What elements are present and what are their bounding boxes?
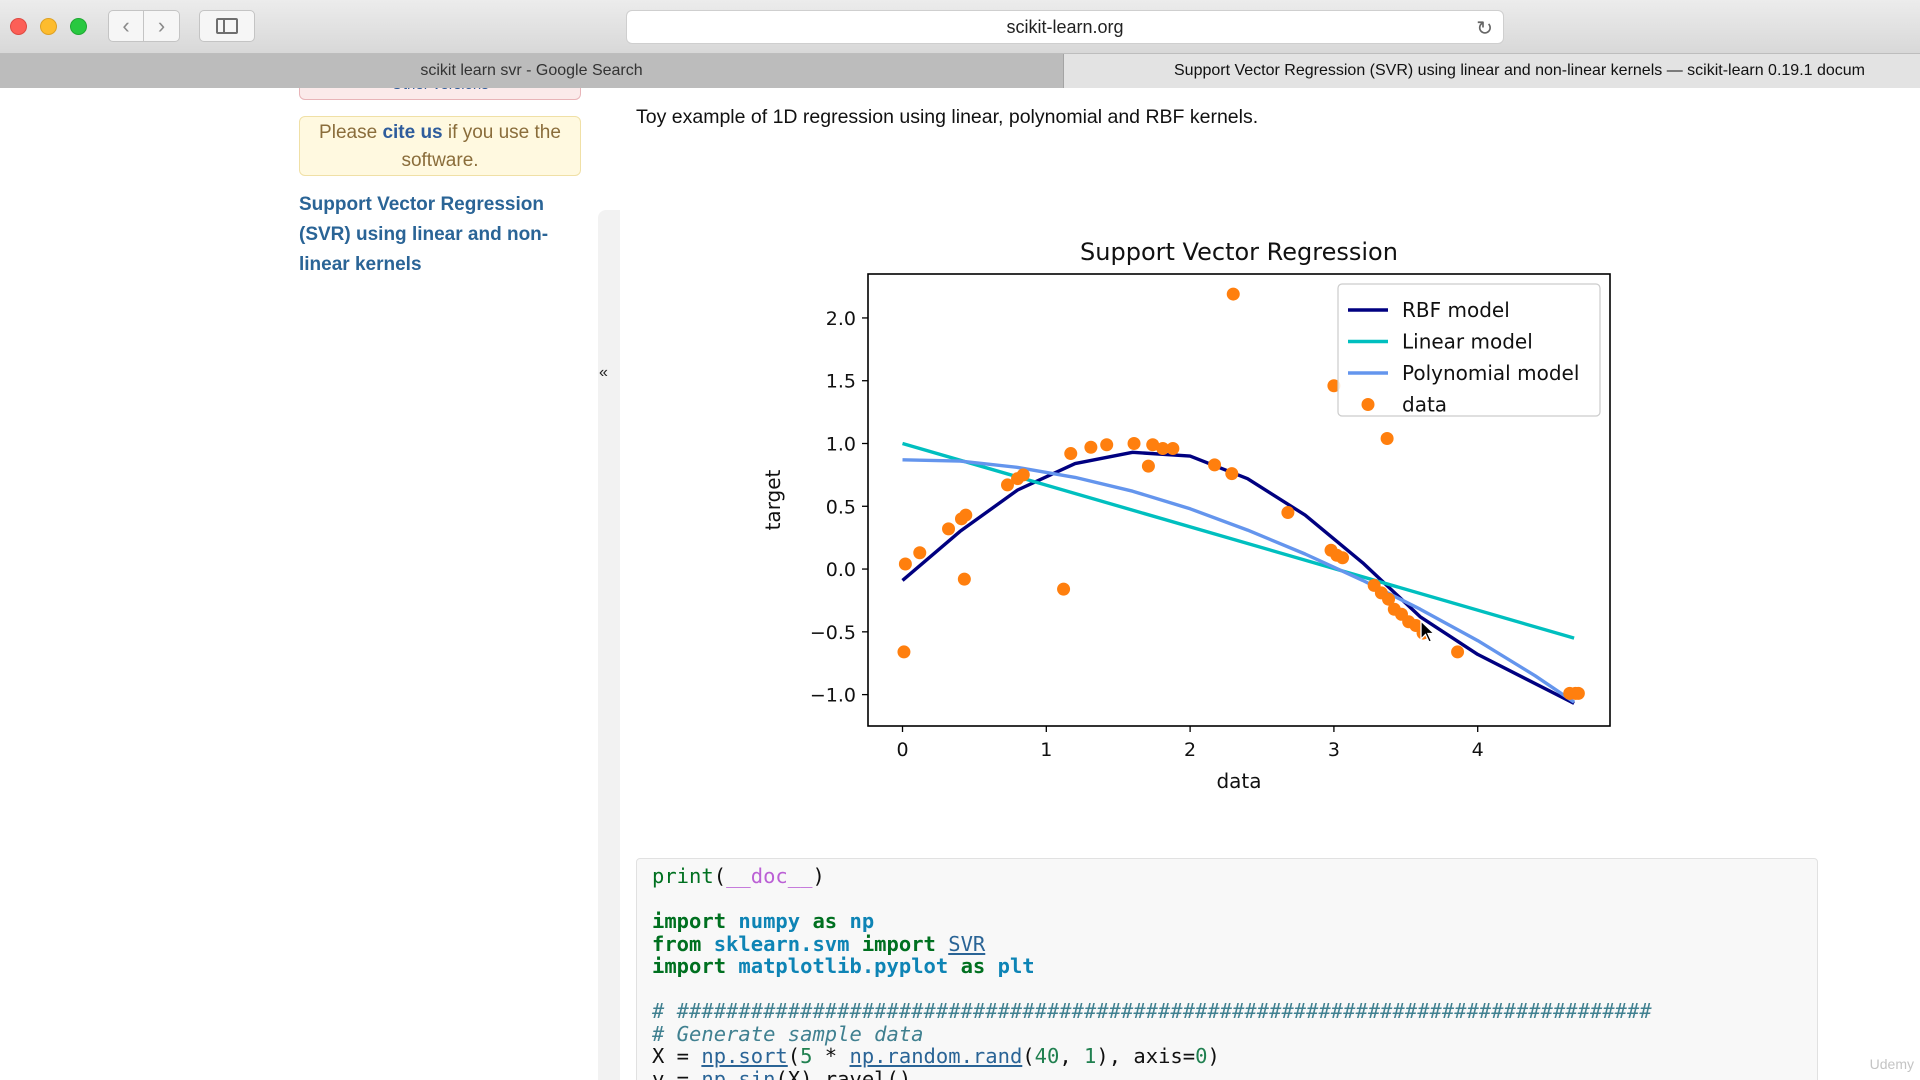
code-line-1: print(__doc__) [652,864,825,888]
code-line-4: from sklearn.svm import SVR [652,931,986,956]
other-versions-button[interactable]: Other versions [299,88,581,100]
x-tick-label-4: 4 [1472,739,1484,761]
sidebar-collapse-bar[interactable] [598,210,620,1080]
sidebar-icon [216,18,238,34]
data-point-36 [1451,645,1465,659]
plot-frame [867,273,1611,727]
zoom-window-button[interactable] [70,18,87,35]
x-tick-label-0: 0 [896,739,908,761]
x-tick-label-1: 1 [1040,739,1052,761]
data-point-22 [1281,506,1295,520]
back-button[interactable]: ‹ [108,10,144,42]
y-tick-label-0: −1.0 [810,685,856,707]
legend-label-rbf-model: RBF model [1402,298,1510,322]
code-line-3: import numpy as np [652,909,875,933]
data-point-3 [942,522,956,536]
svr-chart: Support Vector Regression 0 1 2 3 4 −1.0 −0.5 0.… [761,238,1611,793]
url-text: scikit-learn.org [1006,16,1124,37]
y-tick-label-3: 0.5 [826,496,856,518]
udemy-watermark: Udemy [1869,1056,1914,1072]
data-point-34 [1380,431,1394,445]
data-point-14 [1127,437,1141,450]
chart-title: Support Vector Regression [1080,238,1398,266]
data-point-0 [897,645,911,659]
code-line-7: # ######################################… [652,999,1652,1023]
data-point-11 [1064,447,1078,461]
code-line-5: import matplotlib.pyplot as plt [652,954,1035,978]
x-tick-label-2: 2 [1184,739,1196,761]
cite-pre-text: Please [319,122,378,143]
data-point-28 [1382,592,1396,606]
x-tick-label-3: 3 [1328,739,1340,761]
data-point-10 [1057,582,1071,596]
cite-us-link[interactable]: cite us [382,122,443,143]
data-point-17 [1156,442,1170,456]
legend-label-data: data [1402,393,1447,417]
intro-text: Toy example of 1D regression using linea… [636,106,1259,128]
data-point-7 [1000,478,1014,492]
data-point-39 [1571,686,1585,700]
chevron-right-icon: › [157,13,166,38]
tab-google-search[interactable]: scikit learn svr - Google Search [0,54,1064,88]
reload-icon[interactable]: ↻ [1476,18,1493,40]
data-point-9 [1016,468,1030,482]
address-bar[interactable]: scikit-learn.org ↻ [626,10,1504,44]
data-point-2 [913,546,927,560]
data-point-12 [1084,440,1098,454]
data-point-1 [898,557,912,571]
forward-button[interactable]: › [144,10,180,42]
y-tick-label-1: −0.5 [810,622,856,644]
data-point-20 [1225,467,1239,481]
legend-label-linear-model: Linear model [1402,330,1533,354]
series-polynomial-model-line [902,458,1576,704]
y-tick-label-6: 2.0 [826,308,856,330]
code-block: print(__doc__) import numpy as np from s… [636,858,1818,1080]
mouse-cursor-icon [1420,620,1436,643]
code-line-9: X = np.sort(5 * np.random.rand(40, 1), a… [652,1044,1220,1068]
browser-titlebar: ‹ › scikit-learn.org ↻ [0,0,1920,54]
data-point-6 [957,572,971,586]
x-axis-label: data [1216,769,1261,793]
minimize-window-button[interactable] [40,18,57,35]
y-tick-label-4: 1.0 [826,434,856,456]
data-point-25 [1336,551,1350,565]
data-point-19 [1208,458,1222,472]
sidebar-toggle-button[interactable] [199,10,255,42]
data-point-18 [1166,442,1180,456]
tab-svr-docs[interactable]: Support Vector Regression (SVR) using li… [1064,54,1920,88]
tab-bar: scikit learn svr - Google Search Support… [0,54,1920,88]
data-point-13 [1100,438,1114,452]
collapse-sidebar-button[interactable]: « [599,364,608,381]
data-point-21 [1226,287,1240,301]
y-axis-label: target [761,469,785,530]
close-window-button[interactable] [10,18,27,35]
y-tick-label-2: 0.0 [826,559,856,581]
code-line-8: # Generate sample data [652,1021,924,1046]
cite-post-text: if you use the software. [401,122,561,171]
chevron-left-icon: ‹ [122,13,130,38]
legend-swatch-data [1361,398,1375,411]
cite-box: Please cite us if you use the software. [299,116,581,176]
data-point-35 [1327,379,1341,393]
y-tick-label-5: 1.5 [826,371,856,393]
sidebar-page-link[interactable]: Support Vector Regression (SVR) using li… [299,194,549,275]
data-point-5 [959,508,973,522]
legend-box [1337,283,1601,417]
legend-label-polynomial-model: Polynomial model [1402,361,1579,385]
data-point-16 [1146,438,1160,452]
page-content: Other versions Please cite us if you use… [0,88,1920,1080]
code-line-10: y = np.sin(X).ravel() [652,1066,912,1080]
data-point-15 [1141,459,1155,473]
